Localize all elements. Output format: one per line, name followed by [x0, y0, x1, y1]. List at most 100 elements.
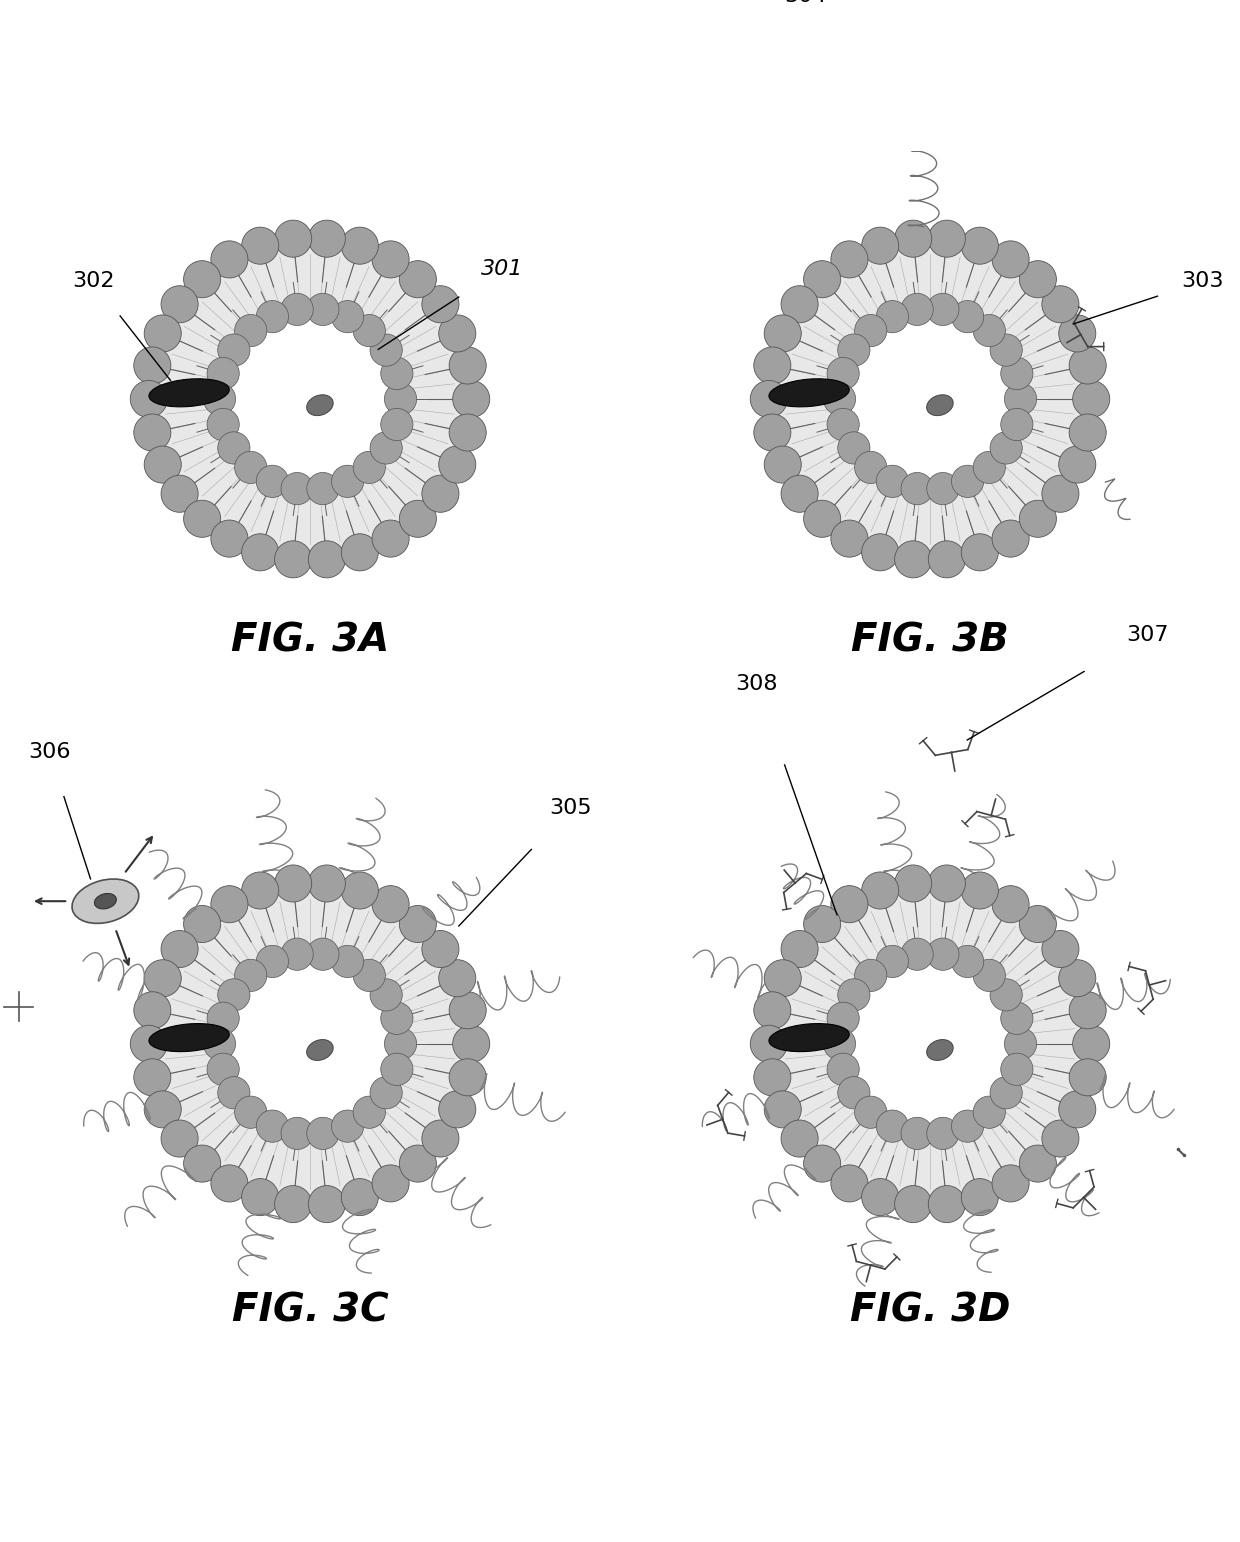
Text: 301: 301 [481, 259, 523, 279]
Circle shape [973, 959, 1006, 992]
Circle shape [804, 500, 841, 537]
Text: 306: 306 [29, 742, 71, 762]
Circle shape [839, 953, 1021, 1135]
Circle shape [399, 1146, 436, 1183]
Circle shape [990, 335, 1022, 365]
Circle shape [309, 221, 346, 258]
Circle shape [838, 1076, 870, 1109]
Circle shape [827, 409, 859, 441]
Circle shape [992, 520, 1029, 557]
Circle shape [274, 541, 311, 578]
Circle shape [372, 1164, 409, 1201]
Circle shape [781, 1119, 818, 1156]
Circle shape [961, 227, 998, 264]
Circle shape [439, 446, 476, 483]
Circle shape [242, 1178, 279, 1215]
Circle shape [862, 1178, 899, 1215]
Circle shape [161, 285, 198, 322]
Circle shape [257, 945, 289, 978]
Circle shape [1059, 959, 1096, 996]
Circle shape [877, 945, 909, 978]
Circle shape [1073, 1025, 1110, 1062]
Circle shape [804, 261, 841, 298]
Circle shape [781, 930, 818, 967]
Circle shape [839, 308, 1021, 489]
Circle shape [831, 885, 868, 922]
Circle shape [306, 1118, 339, 1149]
Circle shape [877, 1110, 909, 1143]
Circle shape [1042, 475, 1079, 512]
Ellipse shape [306, 395, 334, 416]
Circle shape [769, 882, 1091, 1204]
Circle shape [381, 1053, 413, 1086]
Circle shape [207, 358, 239, 390]
Circle shape [1001, 1002, 1033, 1035]
Ellipse shape [149, 1024, 229, 1052]
Circle shape [211, 1164, 248, 1201]
Ellipse shape [149, 379, 229, 407]
Circle shape [144, 959, 181, 996]
Circle shape [331, 1110, 363, 1143]
Circle shape [161, 475, 198, 512]
Circle shape [961, 534, 998, 571]
Circle shape [894, 1186, 931, 1223]
Circle shape [750, 381, 787, 418]
Ellipse shape [926, 1039, 954, 1061]
Circle shape [353, 959, 386, 992]
Circle shape [306, 293, 339, 325]
Circle shape [831, 1164, 868, 1201]
Circle shape [449, 1059, 486, 1096]
Circle shape [1001, 409, 1033, 441]
Circle shape [257, 466, 289, 498]
Circle shape [781, 475, 818, 512]
Circle shape [973, 1096, 1006, 1129]
Circle shape [804, 1146, 841, 1183]
Text: 305: 305 [549, 799, 591, 819]
Text: 303: 303 [1182, 271, 1224, 291]
Circle shape [862, 871, 899, 910]
Circle shape [926, 1118, 959, 1149]
Circle shape [838, 432, 870, 464]
Circle shape [894, 865, 931, 902]
Circle shape [381, 409, 413, 441]
Circle shape [149, 237, 471, 560]
Circle shape [764, 315, 801, 352]
Circle shape [764, 446, 801, 483]
Circle shape [134, 347, 171, 384]
Circle shape [1059, 446, 1096, 483]
Circle shape [218, 1076, 250, 1109]
Circle shape [370, 979, 402, 1012]
Circle shape [827, 1002, 859, 1035]
Circle shape [144, 1090, 181, 1127]
Circle shape [422, 930, 459, 967]
Circle shape [144, 315, 181, 352]
Circle shape [439, 959, 476, 996]
Circle shape [764, 1090, 801, 1127]
Circle shape [144, 446, 181, 483]
Circle shape [134, 413, 171, 452]
Circle shape [901, 293, 934, 325]
Circle shape [184, 500, 221, 537]
Circle shape [1004, 1027, 1037, 1059]
Circle shape [384, 1027, 417, 1059]
Circle shape [274, 865, 311, 902]
Circle shape [992, 1164, 1029, 1201]
Circle shape [961, 871, 998, 910]
Circle shape [877, 466, 909, 498]
Ellipse shape [94, 893, 117, 908]
Circle shape [219, 953, 401, 1135]
Circle shape [990, 432, 1022, 464]
Circle shape [184, 261, 221, 298]
Circle shape [203, 1027, 236, 1059]
Circle shape [992, 241, 1029, 278]
Circle shape [990, 1076, 1022, 1109]
Ellipse shape [769, 1024, 849, 1052]
Circle shape [1001, 1053, 1033, 1086]
Text: 302: 302 [72, 271, 114, 291]
Circle shape [341, 534, 378, 571]
Circle shape [901, 938, 934, 970]
Circle shape [823, 382, 856, 415]
Circle shape [234, 959, 267, 992]
Circle shape [1069, 413, 1106, 452]
Circle shape [309, 865, 346, 902]
